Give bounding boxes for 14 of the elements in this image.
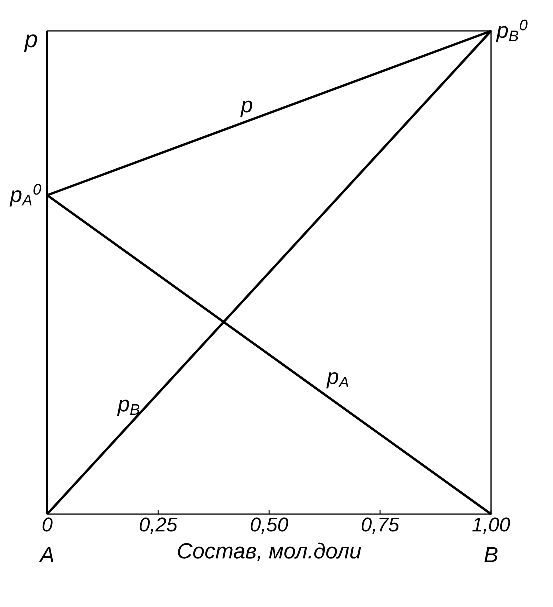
series-label: p xyxy=(240,100,252,118)
series-label: p$_{B}$ xyxy=(117,400,140,416)
x-tick-label: 0,50 xyxy=(250,518,288,534)
y-axis-title: p xyxy=(24,34,38,52)
text: p$_{A}$0 xyxy=(10,184,42,207)
x-tick-label: 0,75 xyxy=(362,518,400,534)
text: A xyxy=(39,547,54,562)
text: B xyxy=(484,547,498,562)
series-label: p$_{A}$ xyxy=(326,372,348,389)
x-axis-title: Состав, мол.доли xyxy=(178,542,362,562)
x-tick-label: 0 xyxy=(42,518,53,532)
text: p$_{B}$0 xyxy=(496,20,528,42)
x-tick-label: 1,00 xyxy=(472,518,510,534)
x-tick-label: 0,25 xyxy=(140,518,178,534)
